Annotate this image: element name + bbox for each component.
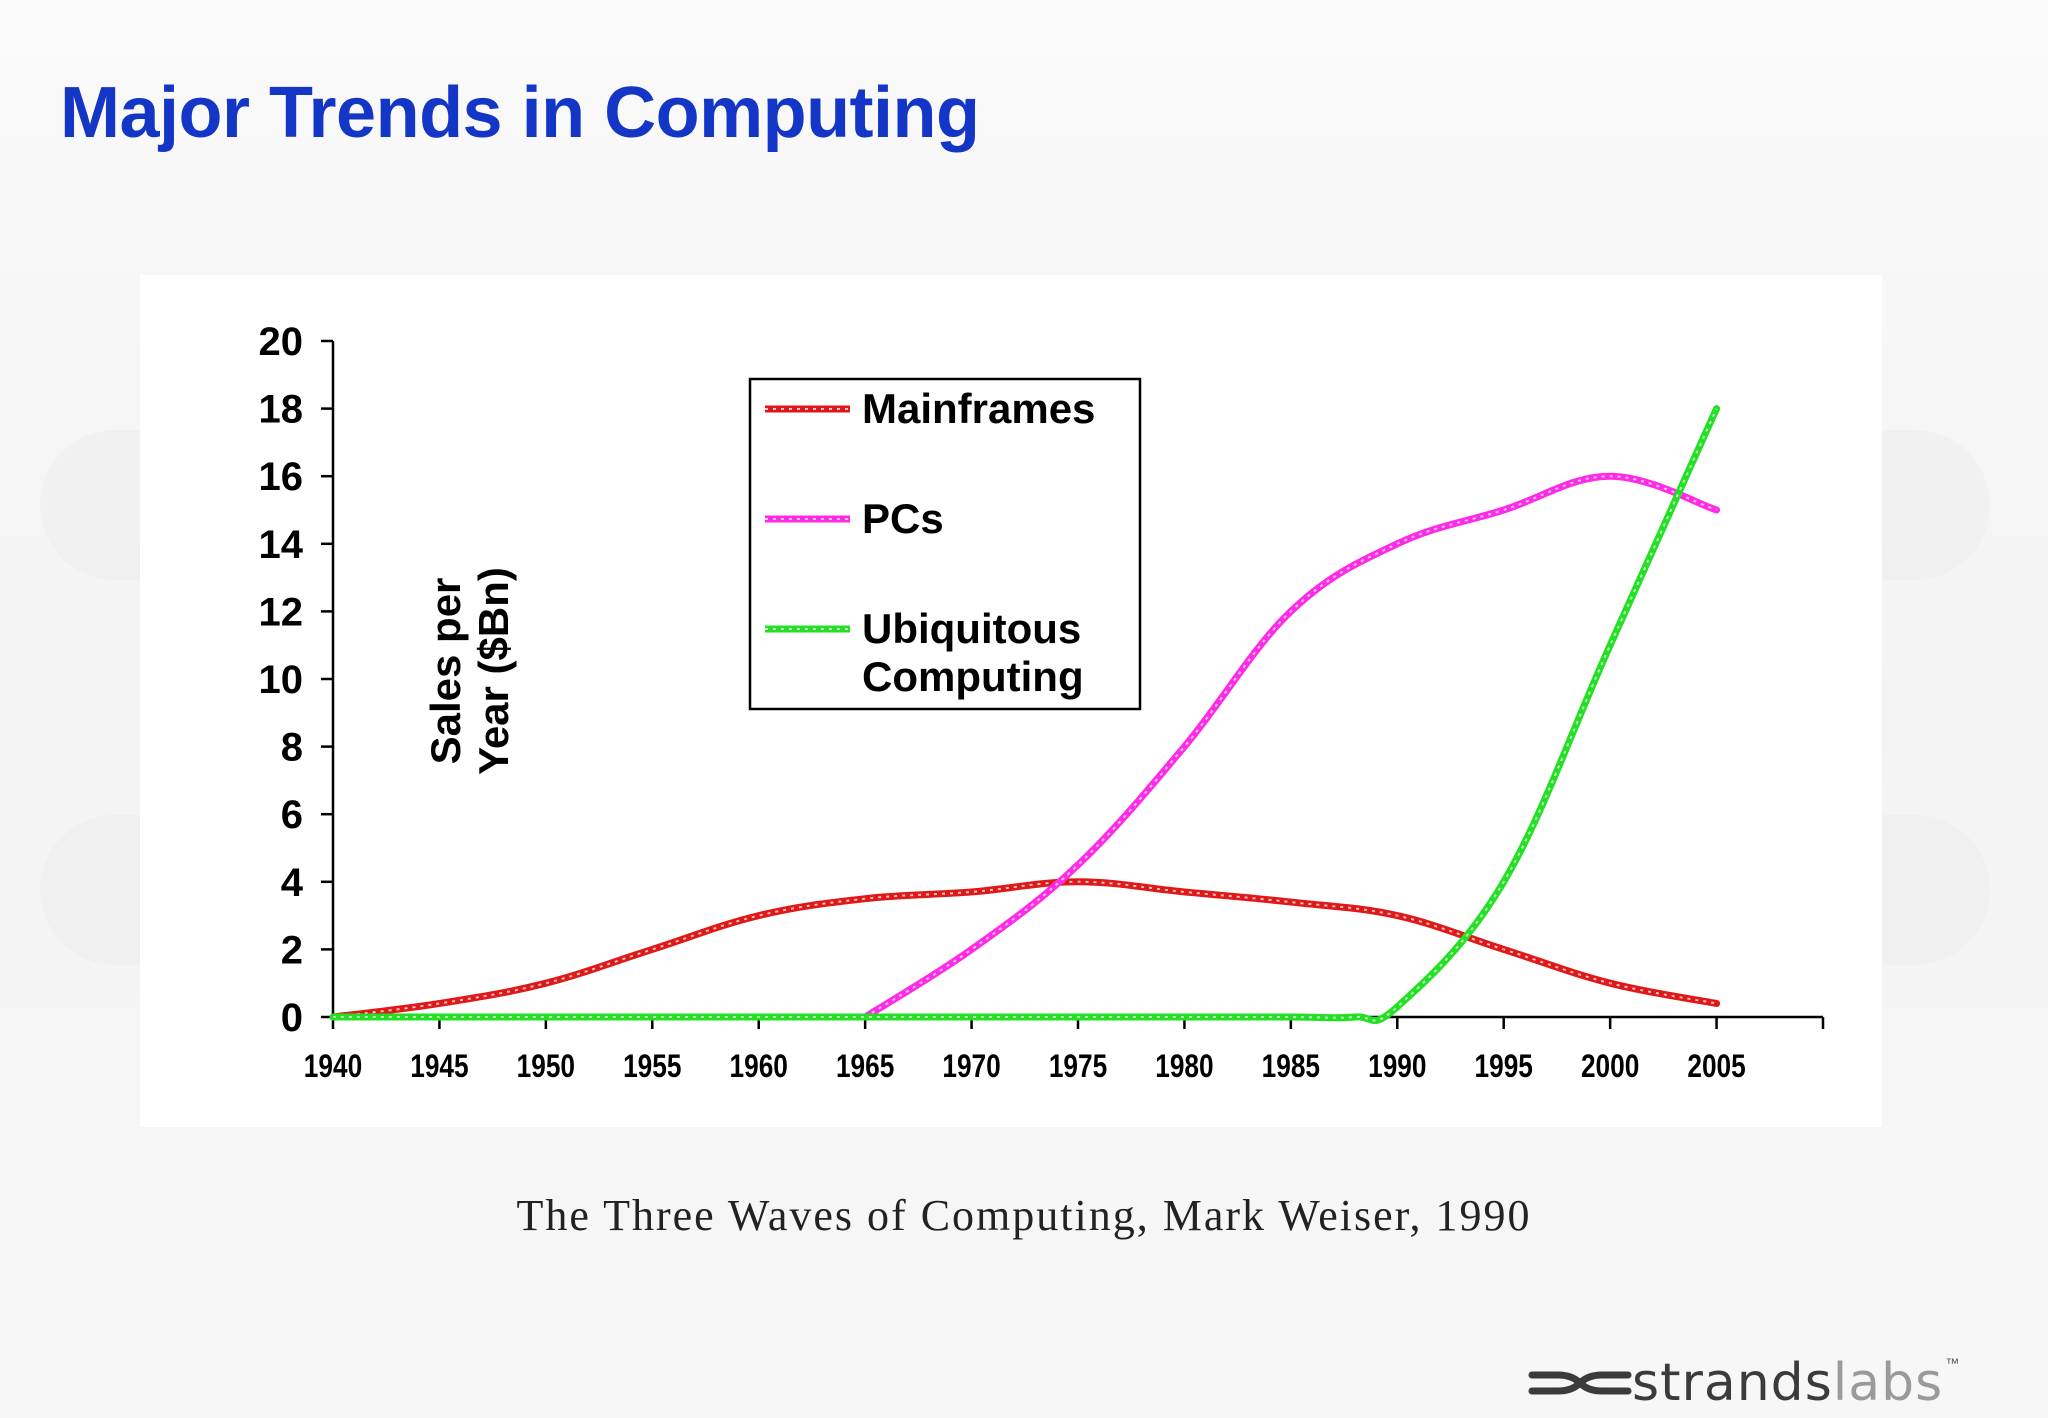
legend-label-line: PCs	[862, 495, 944, 542]
data-point-ubiquitous	[1077, 1016, 1079, 1018]
data-point-ubiquitous	[332, 1016, 334, 1018]
data-point-pcs	[1609, 475, 1611, 477]
x-tick-label: 1955	[623, 1050, 681, 1085]
data-point-ubiquitous	[1290, 1016, 1292, 1018]
data-point-pcs	[1077, 864, 1079, 866]
chart-panel: 0 2 4 6 8 10 12 14 16 18 20 1940 1945 1950 1955 1960 196…	[140, 275, 1882, 1127]
data-point-ubiquitous	[1716, 408, 1718, 410]
legend-label-line: Mainframes	[862, 385, 1095, 432]
data-point-ubiquitous	[864, 1016, 866, 1018]
y-axis-label-line: Sales per	[422, 578, 469, 765]
line-chart: 0 2 4 6 8 10 12 14 16 18 20 1940 1945 1950 1955 1960 196…	[259, 320, 1825, 1085]
y-tick-label: 12	[259, 590, 304, 634]
x-tick-label: 1975	[1049, 1050, 1107, 1085]
x-tick-label: 1950	[517, 1050, 575, 1085]
x-tick-label: 2000	[1581, 1050, 1639, 1085]
legend-label-line: Computing	[862, 653, 1084, 700]
y-tick-label: 2	[281, 928, 303, 972]
data-point-mainframes	[438, 1002, 440, 1004]
data-point-mainframes	[864, 898, 866, 900]
x-tick-label: 1940	[304, 1050, 362, 1085]
data-point-pcs	[1396, 543, 1398, 545]
legend-label-line: Ubiquitous	[862, 605, 1081, 652]
y-tick-label: 4	[281, 861, 304, 905]
data-point-mainframes	[1183, 891, 1185, 893]
series-line-mainframes	[329, 878, 1721, 1021]
y-tick-label: 8	[281, 726, 303, 770]
x-tick-label: 1970	[942, 1050, 1000, 1085]
y-tick-label: 16	[259, 455, 304, 499]
data-point-ubiquitous	[545, 1016, 547, 1018]
y-tick-label: 10	[259, 658, 304, 702]
strandslabs-logo: strandslabs ™	[1528, 1353, 1960, 1413]
chart-caption: The Three Waves of Computing, Mark Weise…	[516, 1191, 1532, 1240]
data-point-ubiquitous	[1183, 1016, 1185, 1018]
data-point-pcs	[1716, 509, 1718, 511]
data-point-ubiquitous	[1396, 1006, 1398, 1008]
y-tick-label: 14	[259, 523, 304, 567]
data-point-mainframes	[545, 982, 547, 984]
legend-box	[748, 377, 1142, 711]
x-tick-label: 1980	[1155, 1050, 1213, 1085]
series-dots-ubiquitous	[332, 408, 1718, 1022]
y-tick-label: 18	[259, 388, 304, 432]
x-tick-label: 1965	[836, 1050, 894, 1085]
logo-trademark: ™	[1945, 1355, 1960, 1371]
y-axis-label: Sales perYear ($Bn)	[422, 567, 517, 775]
data-point-mainframes	[651, 948, 653, 950]
data-point-pcs	[1183, 746, 1185, 748]
x-tick-label: 1960	[730, 1050, 788, 1085]
data-point-ubiquitous	[758, 1016, 760, 1018]
x-tick-label: 1945	[410, 1050, 468, 1085]
slide-title: Major Trends in Computing	[60, 73, 980, 153]
data-point-mainframes	[1290, 901, 1292, 903]
data-point-pcs	[1290, 610, 1292, 612]
y-axis-label-line: Year ($Bn)	[470, 567, 517, 775]
data-point-mainframes	[971, 891, 973, 893]
data-point-mainframes	[1716, 1002, 1718, 1004]
x-tick-label: 1985	[1262, 1050, 1320, 1085]
logo-wordmark: strandslabs	[1632, 1353, 1943, 1413]
data-point-mainframes	[1609, 982, 1611, 984]
data-point-ubiquitous	[1609, 644, 1611, 646]
data-point-ubiquitous	[438, 1016, 440, 1018]
data-point-mainframes	[1396, 915, 1398, 917]
data-point-mainframes	[1077, 881, 1079, 883]
x-tick-label: 1995	[1475, 1050, 1533, 1085]
series-dots-pcs	[864, 475, 1717, 1018]
logo-light: labs	[1832, 1353, 1944, 1413]
y-tick-label: 20	[259, 320, 304, 364]
data-point-ubiquitous	[1354, 1016, 1356, 1018]
data-point-mainframes	[1503, 948, 1505, 950]
strands-logo-icon	[1528, 1371, 1632, 1395]
data-point-mainframes	[758, 915, 760, 917]
data-point-pcs	[971, 948, 973, 950]
y-tick-label: 0	[281, 996, 303, 1040]
x-tick-label: 1990	[1368, 1050, 1426, 1085]
logo-strong: strands	[1632, 1353, 1833, 1413]
y-tick-label: 6	[281, 793, 303, 837]
data-point-ubiquitous	[651, 1016, 653, 1018]
data-point-ubiquitous	[971, 1016, 973, 1018]
legend-label-ubiquitous: Ubiquitous Computing	[862, 605, 1084, 700]
data-point-pcs	[1503, 509, 1505, 511]
legend-label-mainframes: Mainframes	[862, 385, 1095, 432]
x-tick-label: 2005	[1687, 1050, 1745, 1085]
data-point-ubiquitous	[1503, 881, 1505, 883]
legend-label-pcs: PCs	[862, 495, 944, 542]
